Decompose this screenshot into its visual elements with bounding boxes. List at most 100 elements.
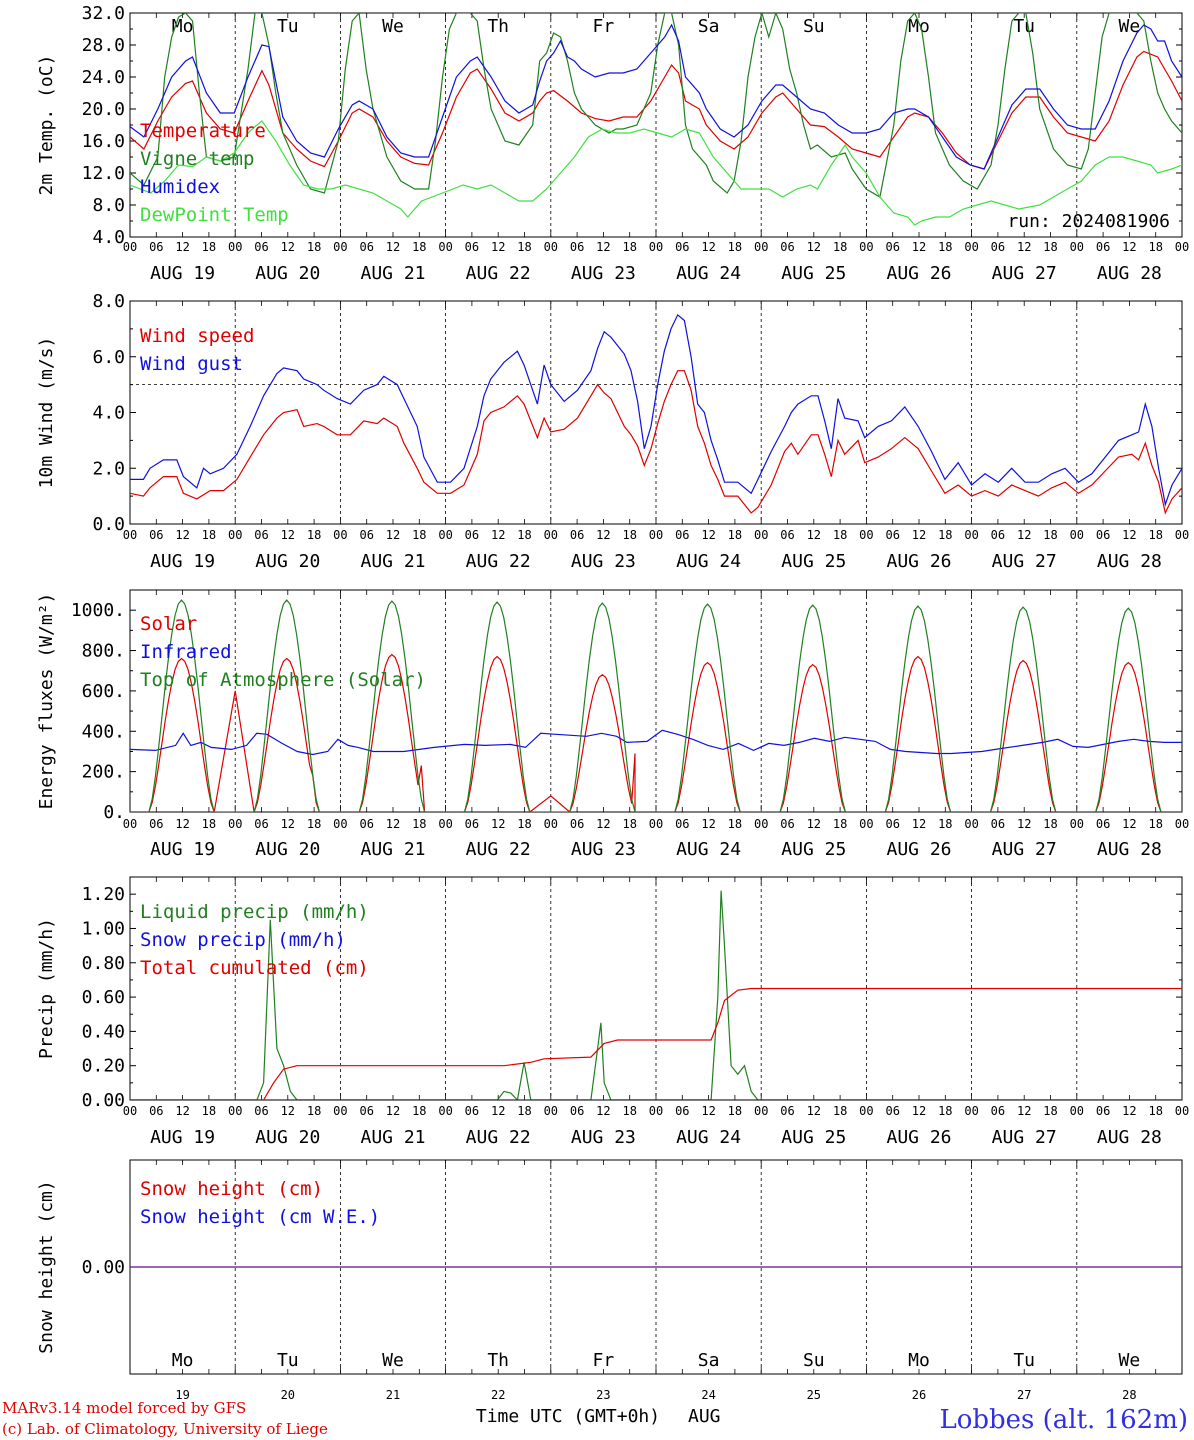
hour-tick-label: 00 — [333, 1104, 347, 1118]
hour-tick-label: 00 — [1175, 528, 1189, 542]
series-wind-speed — [130, 370, 1182, 515]
hour-tick-label: 12 — [807, 240, 821, 254]
hour-tick-label: 18 — [728, 1104, 742, 1118]
series-vigne-temp — [130, 13, 1182, 198]
date-label: AUG 26 — [886, 263, 951, 284]
y-tick-label: 16.0 — [82, 131, 125, 152]
date-label: AUG 24 — [676, 551, 741, 572]
y-tick-label: 8.0 — [92, 291, 125, 312]
hour-tick-label: 18 — [1148, 240, 1162, 254]
y-tick-label: 0.20 — [82, 1056, 125, 1077]
bottom-day-number: 20 — [281, 1388, 295, 1402]
hour-tick-label: 12 — [1122, 1104, 1136, 1118]
hour-tick-label: 06 — [1096, 1104, 1110, 1118]
hour-tick-label: 18 — [1148, 528, 1162, 542]
hour-tick-label: 18 — [1043, 817, 1057, 831]
legend-dewpoint-temp: DewPoint Temp — [140, 204, 289, 226]
legend-snow-height-cm-: Snow height (cm) — [140, 1178, 323, 1200]
hour-tick-label: 18 — [728, 528, 742, 542]
date-label: AUG 23 — [571, 551, 636, 572]
hour-tick-label: 06 — [359, 528, 373, 542]
hour-tick-label: 12 — [1017, 1104, 1031, 1118]
date-label: AUG 22 — [466, 1127, 531, 1148]
hour-tick-label: 12 — [281, 528, 295, 542]
hour-tick-label: 00 — [123, 528, 137, 542]
run-label: run: 2024081906 — [1007, 211, 1170, 232]
hour-tick-label: 12 — [175, 1104, 189, 1118]
date-label: AUG 22 — [466, 263, 531, 284]
bottom-weekday-label: Tu — [277, 1350, 299, 1371]
hour-tick-label: 12 — [807, 528, 821, 542]
date-label: AUG 19 — [150, 551, 215, 572]
series-solar — [130, 653, 1182, 812]
date-label: AUG 27 — [992, 263, 1057, 284]
date-label: AUG 21 — [360, 839, 425, 860]
date-label: AUG 27 — [992, 839, 1057, 860]
y-tick-label: 800. — [82, 641, 125, 662]
hour-tick-label: 00 — [964, 1104, 978, 1118]
panel-4: 0.00 0.20 0.40 0.60 0.80 1.00 1.20 Precip (mm/h… — [36, 876, 1189, 1148]
hour-tick-label: 06 — [675, 1104, 689, 1118]
bottom-day-number: 23 — [596, 1388, 610, 1402]
hour-tick-label: 18 — [833, 240, 847, 254]
date-label: AUG 27 — [992, 551, 1057, 572]
hour-tick-label: 06 — [991, 1104, 1005, 1118]
legend-snow-precip-mm-h-: Snow precip (mm/h) — [140, 929, 346, 951]
hour-tick-label: 12 — [701, 528, 715, 542]
y-tick-label: 1000. — [71, 600, 125, 621]
y-tick-label: 8.0 — [92, 195, 125, 216]
bottom-day-number: 28 — [1122, 1388, 1136, 1402]
hour-tick-label: 12 — [912, 240, 926, 254]
weekday-label: Th — [487, 16, 509, 37]
hour-tick-label: 18 — [412, 240, 426, 254]
hour-tick-label: 00 — [649, 528, 663, 542]
hour-tick-label: 06 — [991, 817, 1005, 831]
hour-tick-label: 00 — [438, 240, 452, 254]
date-label: AUG 19 — [150, 263, 215, 284]
hour-tick-label: 18 — [517, 817, 531, 831]
hour-tick-label: 06 — [675, 240, 689, 254]
hour-tick-label: 00 — [333, 240, 347, 254]
date-label: AUG 28 — [1097, 551, 1162, 572]
hour-tick-label: 00 — [754, 1104, 768, 1118]
hour-tick-label: 12 — [912, 528, 926, 542]
hour-tick-label: 06 — [254, 817, 268, 831]
hour-tick-label: 00 — [859, 240, 873, 254]
hour-tick-label: 12 — [1017, 240, 1031, 254]
date-label: AUG 25 — [781, 551, 846, 572]
date-label: AUG 24 — [676, 1127, 741, 1148]
hour-tick-label: 18 — [833, 528, 847, 542]
y-tick-label: 32.0 — [82, 3, 125, 24]
hour-tick-label: 00 — [228, 528, 242, 542]
hour-tick-label: 06 — [149, 817, 163, 831]
series-group — [130, 13, 1182, 226]
legend-humidex: Humidex — [140, 176, 220, 198]
hour-tick-label: 18 — [622, 528, 636, 542]
hour-tick-label: 00 — [544, 528, 558, 542]
date-label: AUG 21 — [360, 551, 425, 572]
date-label: AUG 24 — [676, 263, 741, 284]
bottom-day-number: 25 — [807, 1388, 821, 1402]
hour-tick-label: 18 — [202, 528, 216, 542]
legend-infrared: Infrared — [140, 641, 232, 663]
hour-tick-label: 00 — [438, 817, 452, 831]
y-tick-label: 200. — [82, 762, 125, 783]
y-tick-label: 20.0 — [82, 99, 125, 120]
bottom-day-number: 24 — [701, 1388, 715, 1402]
hour-tick-label: 18 — [938, 528, 952, 542]
date-label: AUG 19 — [150, 1127, 215, 1148]
hour-tick-label: 18 — [728, 817, 742, 831]
y-tick-label: 4.0 — [92, 403, 125, 424]
hour-tick-label: 06 — [254, 528, 268, 542]
series-liquid-precip-mm-h- — [130, 890, 1182, 1100]
y-tick-label: 400. — [82, 721, 125, 742]
hour-tick-label: 12 — [491, 817, 505, 831]
bottom-weekday-label: Mo — [908, 1350, 930, 1371]
hour-tick-label: 12 — [912, 817, 926, 831]
hour-tick-label: 06 — [149, 1104, 163, 1118]
y-tick-label: 6.0 — [92, 347, 125, 368]
hour-tick-label: 00 — [859, 528, 873, 542]
weekday-label: Tu — [277, 16, 299, 37]
weekday-label: Su — [803, 16, 825, 37]
